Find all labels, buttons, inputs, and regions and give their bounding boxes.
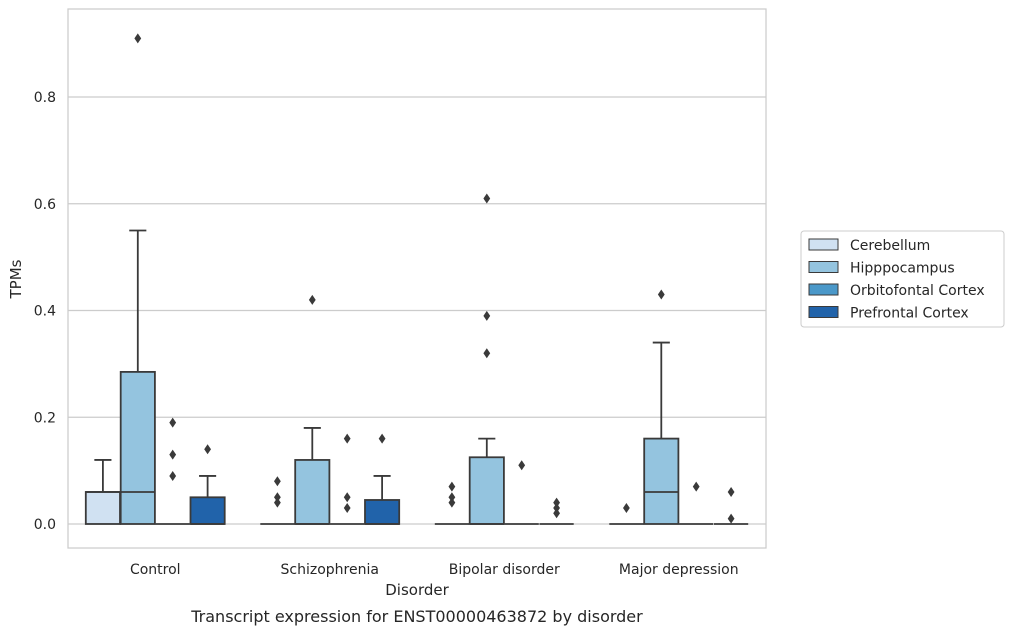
box xyxy=(330,433,365,525)
box-body xyxy=(294,459,331,525)
outlier-point xyxy=(692,481,700,492)
box-body xyxy=(364,499,401,525)
x-tick-label: Bipolar disorder xyxy=(449,562,560,578)
legend-swatch xyxy=(808,283,839,296)
legend-label: Hipppocampus xyxy=(850,261,955,277)
box-body xyxy=(119,370,156,525)
y-tick-label: 0.8 xyxy=(34,90,56,106)
legend-swatch xyxy=(808,306,839,318)
outlier-point xyxy=(134,33,142,44)
outlier-point xyxy=(657,289,665,300)
box xyxy=(294,294,331,525)
outlier-point xyxy=(448,481,456,492)
legend-label: Cerebellum xyxy=(850,238,930,254)
box xyxy=(504,460,539,525)
outlier-point xyxy=(727,486,735,497)
outlier-point xyxy=(448,497,456,508)
chart-caption: Transcript expression for ENST0000046387… xyxy=(190,607,643,626)
y-tick-label: 0.2 xyxy=(34,410,56,426)
box xyxy=(155,417,190,525)
outlier-point xyxy=(448,492,456,503)
box xyxy=(713,486,749,525)
box xyxy=(189,444,226,525)
box xyxy=(679,481,714,525)
y-tick-labels: 0.0 0.2 0.4 0.6 0.8 xyxy=(34,90,56,533)
outlier-point xyxy=(343,502,351,513)
outlier-point xyxy=(274,497,281,508)
box xyxy=(364,433,401,525)
box xyxy=(609,502,644,525)
y-tick-label: 0.4 xyxy=(34,304,56,320)
outlier-point xyxy=(169,449,177,460)
x-tick-labels: Control Schizophrenia Bipolar disorder Majo… xyxy=(130,562,739,578)
legend-swatch xyxy=(808,261,839,273)
legend-label: Orbitofontal Cortex xyxy=(850,283,985,299)
legend-label: Prefrontal Cortex xyxy=(850,306,969,322)
plot-frame xyxy=(67,8,767,549)
box-body xyxy=(468,456,505,525)
box xyxy=(119,33,156,525)
legend: Cerebellum Hipppocampus Orbitofontal Corte… xyxy=(800,230,1005,328)
outlier-point xyxy=(483,348,491,359)
outlier-point xyxy=(623,502,630,513)
outlier-point xyxy=(274,492,281,503)
box xyxy=(260,476,295,525)
box-body xyxy=(84,491,121,525)
x-tick-label: Schizophrenia xyxy=(281,562,379,578)
x-tick-label: Major depression xyxy=(619,562,739,578)
box xyxy=(468,193,505,525)
y-tick-label: 0.0 xyxy=(34,517,56,533)
outlier-point xyxy=(204,444,211,455)
y-axis-label: TPMs xyxy=(7,259,25,299)
outlier-point xyxy=(169,470,177,481)
outlier-point xyxy=(553,497,560,508)
legend-item: Cerebellum xyxy=(808,238,930,254)
box-body xyxy=(189,496,226,525)
legend-box xyxy=(800,230,1005,328)
legend-item: Prefrontal Cortex xyxy=(808,306,969,322)
legend-item: Hipppocampus xyxy=(808,261,955,277)
outlier-point xyxy=(308,294,316,305)
x-axis-label: Disorder xyxy=(385,581,449,599)
outlier-point xyxy=(343,433,351,444)
outlier-point xyxy=(483,193,491,204)
y-tick-label: 0.6 xyxy=(34,197,56,213)
outlier-point xyxy=(169,417,177,428)
legend-item: Orbitofontal Cortex xyxy=(808,283,985,299)
x-tick-label: Control xyxy=(130,562,181,578)
outlier-point xyxy=(553,508,560,519)
box xyxy=(434,481,470,525)
outlier-point xyxy=(553,502,560,513)
outlier-point xyxy=(727,513,735,524)
outlier-point xyxy=(343,492,351,503)
outlier-point xyxy=(483,310,491,321)
box-groups xyxy=(84,33,749,525)
box xyxy=(643,289,680,525)
box xyxy=(539,497,574,525)
outlier-point xyxy=(378,433,386,444)
outlier-point xyxy=(518,460,526,471)
box-body xyxy=(643,437,680,525)
outlier-point xyxy=(274,476,281,487)
legend-swatch xyxy=(808,238,839,251)
